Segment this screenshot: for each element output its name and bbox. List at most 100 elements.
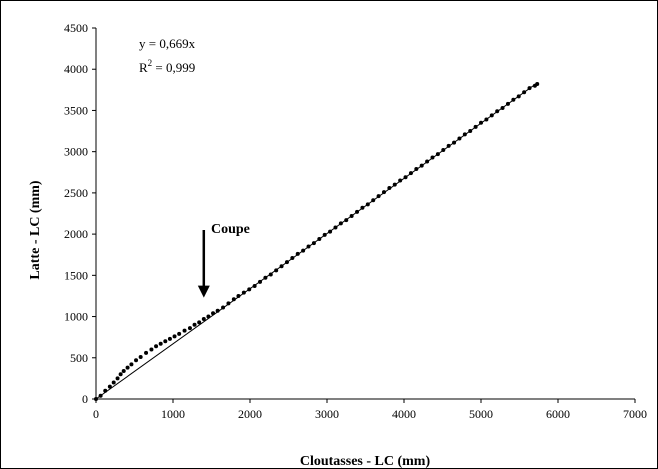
data-point	[403, 175, 408, 180]
data-point	[414, 166, 419, 171]
data-point	[247, 287, 252, 292]
data-point	[197, 320, 202, 325]
x-tick-label: 6000	[546, 407, 570, 421]
data-point	[317, 237, 322, 242]
annotation-arrow-head	[197, 285, 210, 298]
data-point	[211, 311, 216, 316]
data-point	[129, 362, 134, 367]
y-tick-label: 4500	[64, 21, 88, 35]
data-point	[231, 297, 236, 302]
y-tick-label: 3000	[64, 145, 88, 159]
data-point	[387, 185, 392, 190]
data-point	[158, 341, 163, 346]
data-point	[408, 171, 413, 176]
x-tick-label: 4000	[392, 407, 416, 421]
x-tick-label: 0	[93, 407, 99, 421]
data-point	[500, 105, 505, 110]
data-point	[535, 82, 540, 87]
data-point	[241, 290, 246, 295]
data-point	[311, 241, 316, 246]
data-point	[371, 198, 376, 203]
axes	[92, 27, 636, 403]
data-point	[462, 132, 467, 137]
data-point	[279, 264, 284, 269]
data-point	[355, 209, 360, 214]
data-point	[495, 109, 500, 114]
y-axis-title: Latte - LC (mm)	[28, 180, 43, 279]
data-point	[252, 284, 257, 289]
data-point	[349, 213, 354, 218]
data-point	[446, 143, 451, 148]
data-point	[516, 94, 521, 99]
y-tick-label: 500	[70, 351, 88, 365]
data-point	[172, 334, 177, 339]
r-squared-exponent: 2	[148, 58, 153, 68]
data-point	[376, 194, 381, 199]
data-point	[457, 136, 462, 141]
x-tick-label: 2000	[238, 407, 262, 421]
data-point	[111, 380, 116, 385]
data-point	[221, 305, 226, 310]
data-point	[226, 301, 231, 306]
data-point	[473, 124, 478, 129]
data-point	[425, 159, 430, 164]
data-point	[344, 218, 349, 223]
data-point	[138, 354, 143, 359]
data-point	[284, 260, 289, 265]
data-point	[301, 248, 306, 253]
data-point	[527, 86, 532, 91]
data-point	[107, 384, 112, 389]
data-point	[452, 140, 457, 145]
data-point	[479, 120, 483, 125]
data-point	[154, 344, 159, 349]
data-point	[206, 314, 211, 319]
data-point	[360, 205, 365, 210]
data-point	[236, 293, 241, 298]
data-point	[182, 328, 187, 333]
x-axis-title: Cloutasses - LC (mm)	[300, 454, 431, 468]
data-point	[94, 397, 98, 401]
y-tick-label: 4000	[64, 62, 88, 76]
data-point	[511, 97, 516, 102]
data-point	[328, 229, 333, 234]
data-point	[177, 331, 182, 336]
data-point	[121, 368, 126, 373]
data-point	[274, 268, 279, 273]
data-point	[295, 251, 300, 256]
data-point	[338, 221, 343, 226]
data-point	[306, 244, 311, 249]
data-point	[268, 272, 273, 277]
y-tick-label: 2500	[64, 186, 88, 200]
r-squared-value: = 0,999	[152, 60, 195, 75]
data-point	[430, 155, 435, 160]
data-point	[489, 113, 494, 118]
r-squared-label: R2 = 0,999	[139, 58, 195, 75]
data-point	[505, 101, 510, 106]
data-point	[484, 117, 489, 122]
data-point	[322, 232, 327, 237]
data-point	[441, 148, 446, 153]
r-squared-prefix: R	[139, 60, 148, 75]
data-point	[163, 339, 168, 344]
data-point	[192, 322, 197, 327]
data-point	[468, 129, 473, 134]
data-point	[103, 388, 108, 393]
data-point	[144, 350, 149, 355]
data-points	[94, 82, 540, 401]
y-tick-label: 3500	[64, 103, 88, 117]
annotation-group: Coupe	[197, 222, 250, 298]
data-point	[419, 163, 424, 168]
data-point	[263, 275, 268, 280]
data-point	[167, 336, 172, 341]
x-tick-label: 3000	[315, 407, 339, 421]
data-point	[522, 90, 527, 95]
data-point	[392, 182, 397, 187]
data-point	[201, 317, 206, 322]
x-tick-label: 1000	[161, 407, 185, 421]
x-tick-label: 5000	[469, 407, 493, 421]
data-point	[215, 308, 220, 313]
annotation-coupe: Coupe	[211, 222, 250, 237]
tick-labels: 0 1000 2000 3000 4000 5000 6000 7000 0 500 1000 150…	[64, 21, 647, 421]
